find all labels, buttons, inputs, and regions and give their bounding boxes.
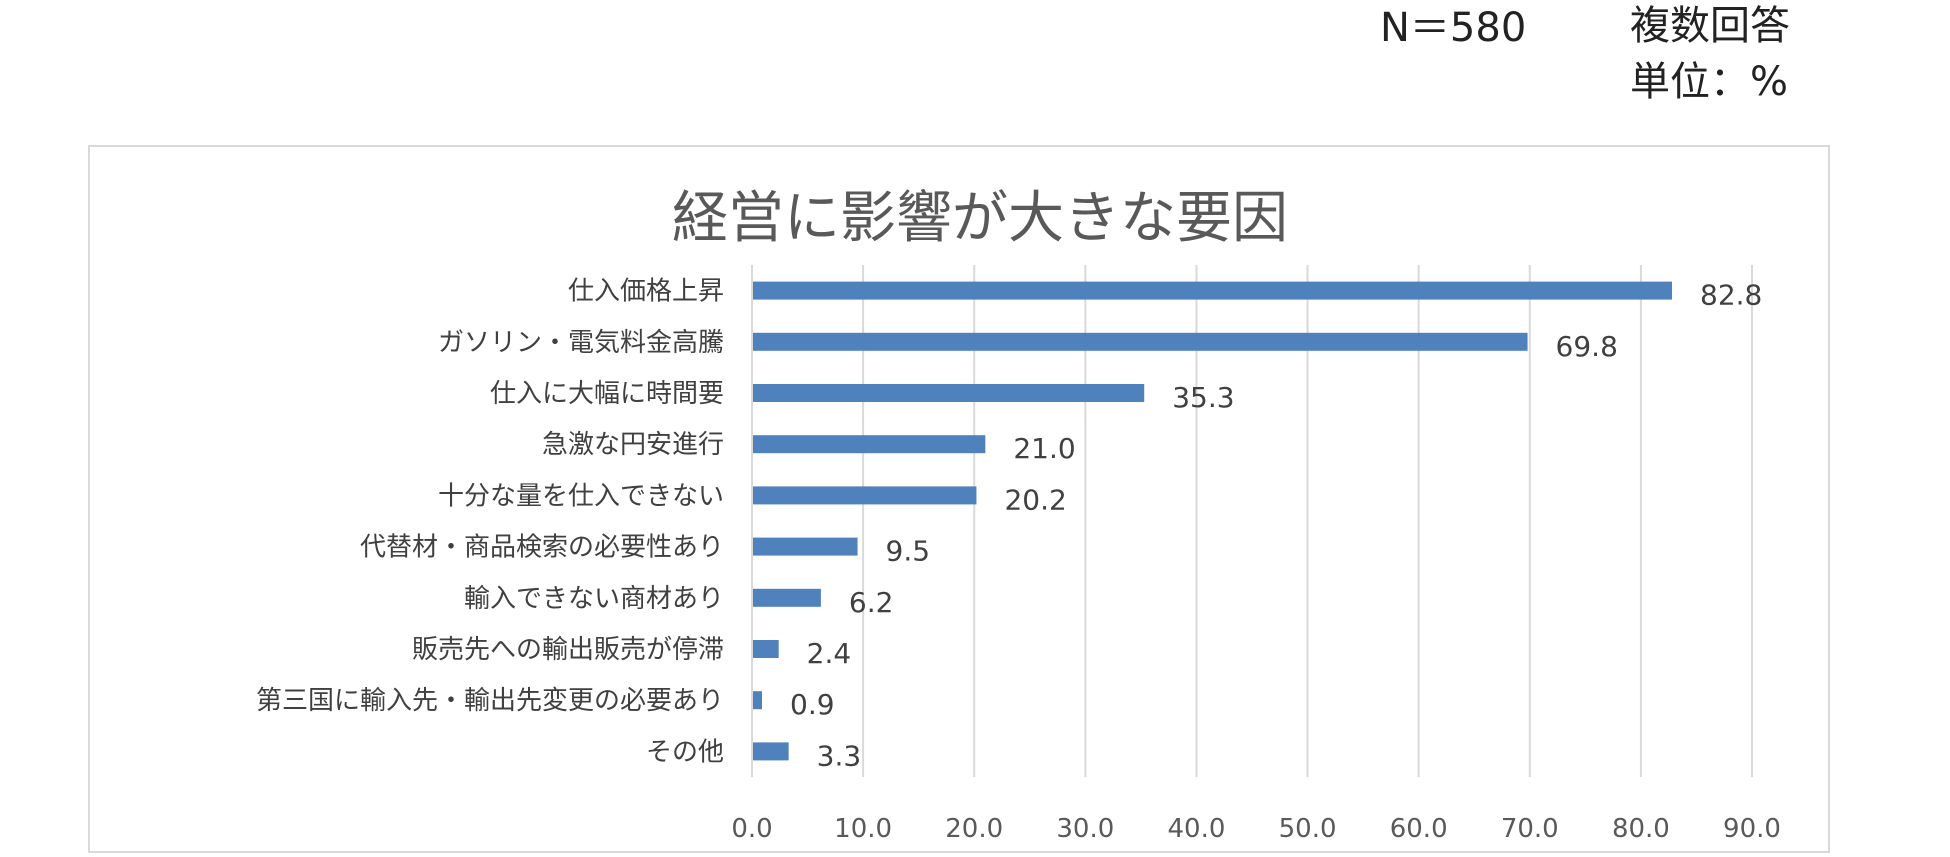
data-label: 21.0: [1013, 432, 1075, 465]
bar: [752, 281, 1672, 300]
category-label: 急激な円安進行: [542, 430, 724, 460]
chart-area: 経営に影響が大きな要因 82.8 69.8 35.3 21.0 20.2 9.5 6.2 2.…: [88, 145, 1830, 853]
bars: 82.8 69.8 35.3 21.0 20.2 9.5 6.2 2.4 0.9 3.3: [752, 279, 1762, 772]
category-label: 代替材・商品検索の必要性あり: [360, 533, 724, 563]
data-label: 20.2: [1004, 483, 1066, 516]
data-label: 3.3: [817, 739, 862, 772]
category-label: 販売先への輸出販売が停滞: [412, 635, 724, 665]
bar: [752, 332, 1528, 351]
category-label: 十分な量を仕入できない: [438, 481, 724, 511]
category-label: その他: [646, 737, 724, 767]
bar-chart: 経営に影響が大きな要因 82.8 69.8 35.3 21.0 20.2 9.5 6.2 2.…: [256, 186, 1781, 844]
bar: [752, 384, 1145, 402]
x-tick-label: 10.0: [834, 814, 892, 844]
data-label: 0.9: [790, 688, 835, 721]
category-label: 仕入価格上昇: [568, 277, 724, 307]
data-label: 69.8: [1556, 330, 1618, 363]
category-label: 仕入に大幅に時間要: [490, 379, 724, 409]
x-tick-label: 70.0: [1501, 814, 1559, 844]
x-tick-label: 50.0: [1279, 814, 1337, 844]
bar: [752, 537, 858, 556]
sample-size-note: N＝580: [1380, 5, 1527, 51]
bar: [752, 588, 821, 607]
x-tick-label: 20.0: [945, 814, 1003, 844]
bar: [752, 742, 789, 761]
bar: [752, 486, 977, 505]
answer-type-note: 複数回答: [1630, 3, 1790, 49]
x-tick-label: 40.0: [1167, 814, 1225, 844]
data-label: 6.2: [849, 586, 894, 619]
category-label: ガソリン・電気料金高騰: [438, 328, 724, 358]
data-label: 82.8: [1700, 279, 1762, 312]
category-label: 輸入できない商材あり: [464, 584, 724, 614]
category-label: 第三国に輸入先・輸出先変更の必要あり: [256, 686, 724, 716]
x-tick-label: 30.0: [1056, 814, 1114, 844]
bar: [752, 435, 986, 454]
x-tick-label: 60.0: [1390, 814, 1448, 844]
data-label: 9.5: [886, 535, 931, 568]
bar: [752, 691, 762, 710]
data-label: 35.3: [1172, 381, 1234, 414]
data-label: 2.4: [807, 637, 852, 670]
x-tick-label: 0.0: [731, 814, 772, 844]
unit-note: 単位：%: [1630, 59, 1789, 105]
bar: [752, 640, 779, 658]
x-tick-label: 80.0: [1612, 814, 1670, 844]
x-tick-label: 90.0: [1723, 814, 1781, 844]
chart-title: 経営に影響が大きな要因: [672, 186, 1288, 251]
axes: 0.0 10.0 20.0 30.0 40.0 50.0 60.0 70.0 80.0 90.0 仕…: [256, 265, 1781, 844]
